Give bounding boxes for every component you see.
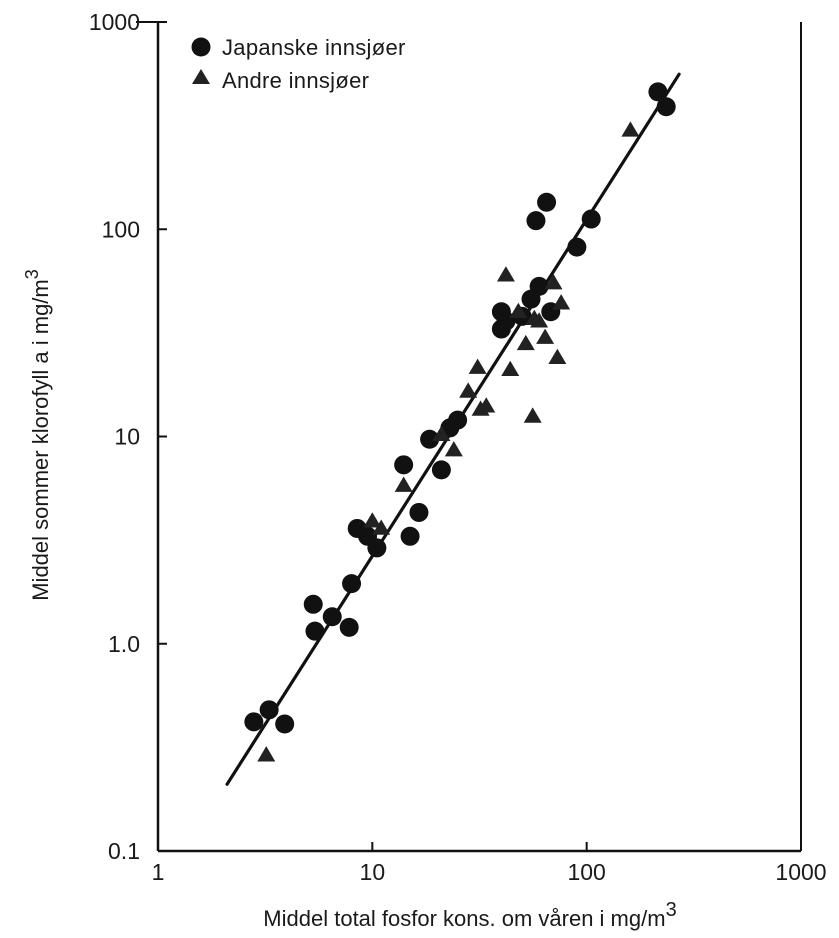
- point-japanske-circle: [448, 410, 468, 430]
- x-tick-label: 100: [567, 859, 605, 885]
- x-tick-label: 10: [360, 859, 386, 885]
- point-andre-triangle: [257, 746, 276, 762]
- point-japanske-circle: [259, 700, 279, 720]
- legend-circle-marker: [191, 37, 211, 57]
- point-japanske-circle: [342, 574, 362, 594]
- point-andre-triangle: [477, 397, 496, 413]
- point-andre-triangle: [509, 302, 528, 319]
- point-japanske-circle: [400, 526, 420, 546]
- point-japanske-circle: [367, 538, 387, 558]
- point-andre-triangle: [501, 360, 520, 377]
- point-andre-triangle: [444, 441, 463, 457]
- points-layer: [244, 82, 676, 762]
- point-andre-triangle: [536, 328, 555, 344]
- point-andre-triangle: [468, 358, 487, 374]
- point-japanske-circle: [322, 607, 342, 627]
- point-andre-triangle: [530, 312, 549, 328]
- point-japanske-circle: [420, 429, 440, 449]
- point-japanske-circle: [305, 621, 325, 641]
- point-andre-triangle: [621, 121, 640, 137]
- y-tick-label: 1000: [89, 9, 140, 35]
- point-japanske-circle: [409, 502, 429, 522]
- y-axis-label: Middel sommer klorofyll a i mg/m3: [22, 269, 53, 601]
- point-japanske-circle: [431, 460, 451, 480]
- point-japanske-circle: [244, 712, 264, 732]
- point-andre-triangle: [548, 348, 567, 365]
- point-japanske-circle: [581, 209, 601, 229]
- y-tick-label: 1.0: [108, 631, 140, 657]
- point-japanske-circle: [303, 594, 323, 614]
- legend-triangle-marker: [192, 69, 210, 84]
- legend-label-japanske: Japanske innsjøer: [222, 35, 406, 60]
- point-andre-triangle: [496, 266, 515, 282]
- point-japanske-circle: [656, 97, 676, 117]
- legend: Japanske innsjøer Andre innsjøer: [191, 35, 406, 93]
- point-japanske-circle: [648, 82, 668, 102]
- point-andre-triangle: [363, 512, 382, 528]
- point-japanske-circle: [275, 714, 295, 734]
- point-andre-triangle: [552, 294, 571, 310]
- x-axis-label: Middel total fosfor kons. om våren i mg/…: [263, 899, 676, 931]
- x-tick-label: 1000: [775, 859, 826, 885]
- y-tick-label: 100: [102, 216, 140, 242]
- point-japanske-circle: [567, 237, 587, 257]
- x-tick-label: 1: [152, 859, 165, 885]
- point-andre-triangle: [394, 476, 413, 492]
- point-andre-triangle: [432, 425, 451, 442]
- point-andre-triangle: [523, 407, 542, 423]
- point-andre-triangle: [372, 519, 391, 535]
- point-japanske-circle: [537, 192, 557, 212]
- ticks-layer: 1 10 100 1000 0.1 1.0 10 100 1000: [89, 9, 827, 885]
- point-japanske-circle: [339, 617, 359, 637]
- legend-label-andre: Andre innsjøer: [222, 68, 369, 93]
- point-japanske-circle: [394, 455, 414, 475]
- y-tick-label: 10: [114, 424, 140, 450]
- point-andre-triangle: [544, 274, 563, 290]
- y-tick-label: 0.1: [108, 838, 140, 864]
- point-japanske-circle: [526, 211, 546, 231]
- point-andre-triangle: [459, 382, 478, 398]
- point-japanske-circle: [529, 276, 549, 296]
- point-andre-triangle: [516, 334, 535, 351]
